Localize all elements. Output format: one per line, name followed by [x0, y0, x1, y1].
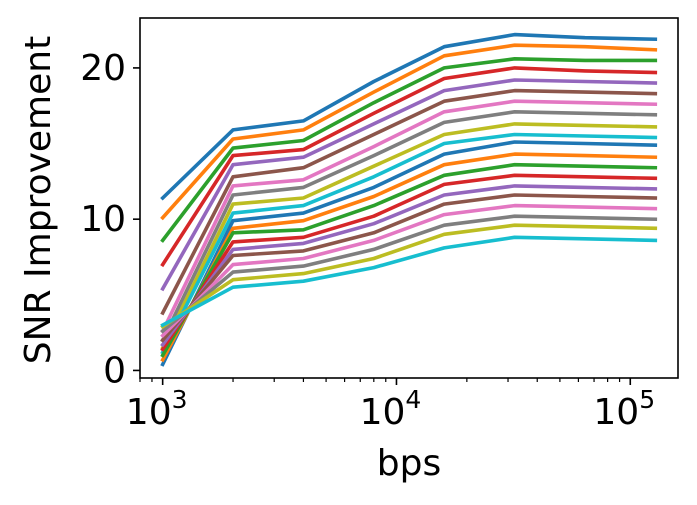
- series-line-11: [160, 140, 658, 367]
- series-line-19: [160, 223, 658, 330]
- series-line-15: [160, 184, 658, 348]
- x-tick-label: 104: [360, 385, 422, 433]
- y-tick-label: 0: [103, 350, 126, 391]
- series-line-3: [160, 56, 658, 243]
- y-tick-label: 20: [80, 48, 126, 89]
- series-line-14: [160, 173, 658, 352]
- x-tick-label: 103: [126, 385, 188, 433]
- plot-frame: [139, 17, 679, 379]
- series-line-2: [160, 43, 658, 221]
- x-axis-ticks: 103 104 105: [126, 378, 655, 433]
- y-tick-label: 10: [80, 199, 126, 240]
- series-line-18: [160, 214, 658, 334]
- series-line-1: [160, 32, 658, 201]
- x-axis-label: bps: [377, 443, 441, 484]
- series-line-13: [160, 162, 658, 358]
- series-line-8: [160, 110, 658, 343]
- series-lines: [160, 32, 658, 367]
- series-line-17: [160, 203, 658, 339]
- series-line-12: [160, 152, 658, 363]
- series-line-7: [160, 99, 658, 334]
- series-line-5: [160, 78, 658, 292]
- series-line-20: [160, 235, 658, 328]
- series-line-6: [160, 88, 658, 316]
- series-line-10: [160, 132, 658, 355]
- series-line-4: [160, 66, 658, 268]
- series-line-9: [160, 122, 658, 351]
- y-axis-ticks: 0 10 20: [80, 48, 140, 391]
- series-line-16: [160, 193, 658, 343]
- x-tick-label: 105: [593, 385, 655, 433]
- y-axis-label: SNR Improvement: [18, 36, 59, 364]
